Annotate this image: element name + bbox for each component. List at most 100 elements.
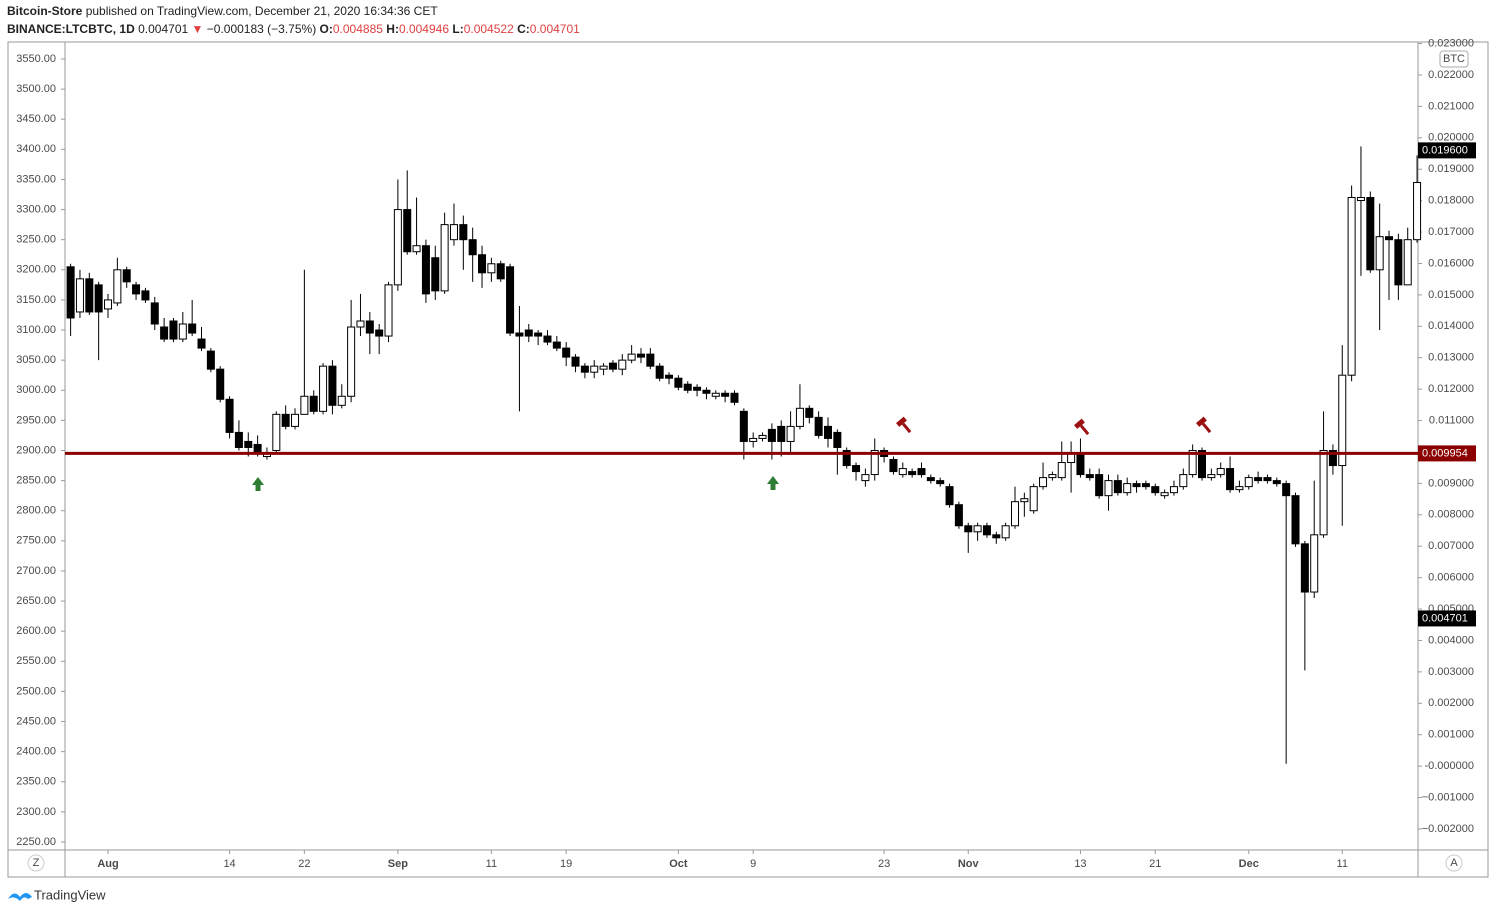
candle-body [85, 278, 94, 313]
y-tick-label: 2800.00 [16, 505, 56, 517]
candle-body [104, 299, 113, 310]
candle-body [534, 332, 543, 337]
candle-body [655, 365, 664, 379]
x-tick-label: 21 [1149, 858, 1161, 870]
h-label: H: [386, 22, 399, 36]
up-arrow [252, 477, 264, 491]
o-label: O: [320, 22, 333, 36]
x-tick-label: 22 [298, 858, 310, 870]
hammer [896, 416, 912, 434]
candle-body [449, 224, 458, 241]
y2-tick-label: 0.018000 [1428, 195, 1474, 207]
candle-body [1375, 236, 1384, 271]
candle-body [571, 356, 580, 367]
candle-body [487, 263, 496, 274]
candle-body [1169, 486, 1178, 494]
candle-body [543, 335, 552, 343]
candle-body [992, 534, 1001, 539]
candle-body [225, 398, 234, 433]
y-tick-label: 3150.00 [16, 294, 56, 306]
candle-body [926, 477, 935, 482]
candle-body [786, 425, 795, 442]
candle-body [982, 525, 991, 536]
candle-body [814, 416, 823, 436]
price-label-box [1418, 610, 1476, 627]
y2-tick-label: −0.002000 [1422, 823, 1474, 835]
candle-body [1020, 498, 1029, 503]
candle-body [412, 245, 421, 253]
candle-body [842, 449, 851, 467]
brand-logo [8, 893, 32, 901]
candle-body [702, 389, 711, 394]
z-button[interactable] [27, 854, 45, 872]
candle-body [141, 290, 150, 301]
candle-body [954, 504, 963, 527]
candle-body [711, 392, 720, 397]
candle-body [1254, 477, 1263, 482]
candle-body [964, 525, 973, 533]
candle-body [898, 468, 907, 476]
y2-tick-label: 0.009000 [1428, 477, 1474, 489]
candle-body [580, 365, 589, 373]
candle-body [1347, 197, 1356, 376]
candle-body [1226, 468, 1235, 491]
x-tick-label: 11 [486, 858, 497, 870]
symbol-line: BINANCE:LTCBTC, 1D 0.004701 ▼ −0.000183 … [7, 22, 580, 36]
y2-tick-label: 0.022000 [1428, 69, 1474, 81]
candle-body [1328, 449, 1337, 467]
candle-body [524, 329, 533, 337]
change: −0.000183 (−3.75%) [207, 22, 316, 36]
hammer [1196, 416, 1212, 434]
hammer [1074, 418, 1090, 436]
x-tick-label: 14 [223, 858, 235, 870]
y2-tick-label: 0.016000 [1428, 257, 1474, 269]
a-button[interactable] [1445, 854, 1463, 872]
y-tick-label: 2350.00 [16, 776, 56, 788]
candle-body [178, 323, 187, 340]
candle-body [618, 359, 627, 370]
candle-body [721, 392, 730, 397]
h: 0.004946 [399, 22, 449, 36]
y-tick-label: 2900.00 [16, 444, 56, 456]
y2-tick-label: 0.019000 [1428, 163, 1474, 175]
y-tick-label: 2550.00 [16, 655, 56, 667]
publisher: Bitcoin-Store published on TradingView.c… [7, 4, 438, 18]
currency: BTC [1443, 53, 1465, 65]
c: 0.004701 [530, 22, 580, 36]
x-tick-label: Dec [1239, 858, 1259, 870]
candle-body [216, 368, 225, 400]
candle-body [646, 353, 655, 367]
published-info: published on TradingView.com, December 2… [86, 4, 439, 18]
l: 0.004522 [464, 22, 514, 36]
candle-body [319, 365, 328, 412]
candle-body [917, 468, 926, 476]
y2-tick-label: 0.004000 [1428, 634, 1474, 646]
currency-box [1439, 50, 1469, 68]
l-label: L: [452, 22, 463, 36]
candle-body [384, 284, 393, 337]
candle-body [1085, 474, 1094, 479]
y2-tick-label: −0.001000 [1422, 791, 1474, 803]
price-label: 0.019600 [1422, 144, 1468, 156]
y2-tick-label: 0.013000 [1428, 352, 1474, 364]
y2-tick-label: 0.012000 [1428, 383, 1474, 395]
x-tick-label: 19 [560, 858, 572, 870]
candle-body [206, 350, 215, 370]
candle-body [1366, 197, 1375, 271]
publisher-name: Bitcoin-Store [7, 4, 83, 18]
candle-body [889, 459, 898, 473]
candle-body [1010, 501, 1020, 527]
symbol: BINANCE:LTCBTC, 1D [7, 22, 135, 36]
y-tick-label: 3300.00 [16, 203, 56, 215]
candle-body [627, 353, 636, 361]
candle-body [1104, 480, 1113, 497]
y-tick-label: 3550.00 [16, 53, 56, 65]
candle-body [337, 395, 346, 406]
candle-body [496, 263, 505, 280]
candle-body [1132, 483, 1141, 488]
candle-body [1057, 462, 1066, 479]
y2-tick-label: 0.023000 [1428, 37, 1474, 49]
candle-body [683, 383, 692, 391]
candles [66, 146, 1422, 764]
y-tick-label: 2500.00 [16, 685, 56, 697]
